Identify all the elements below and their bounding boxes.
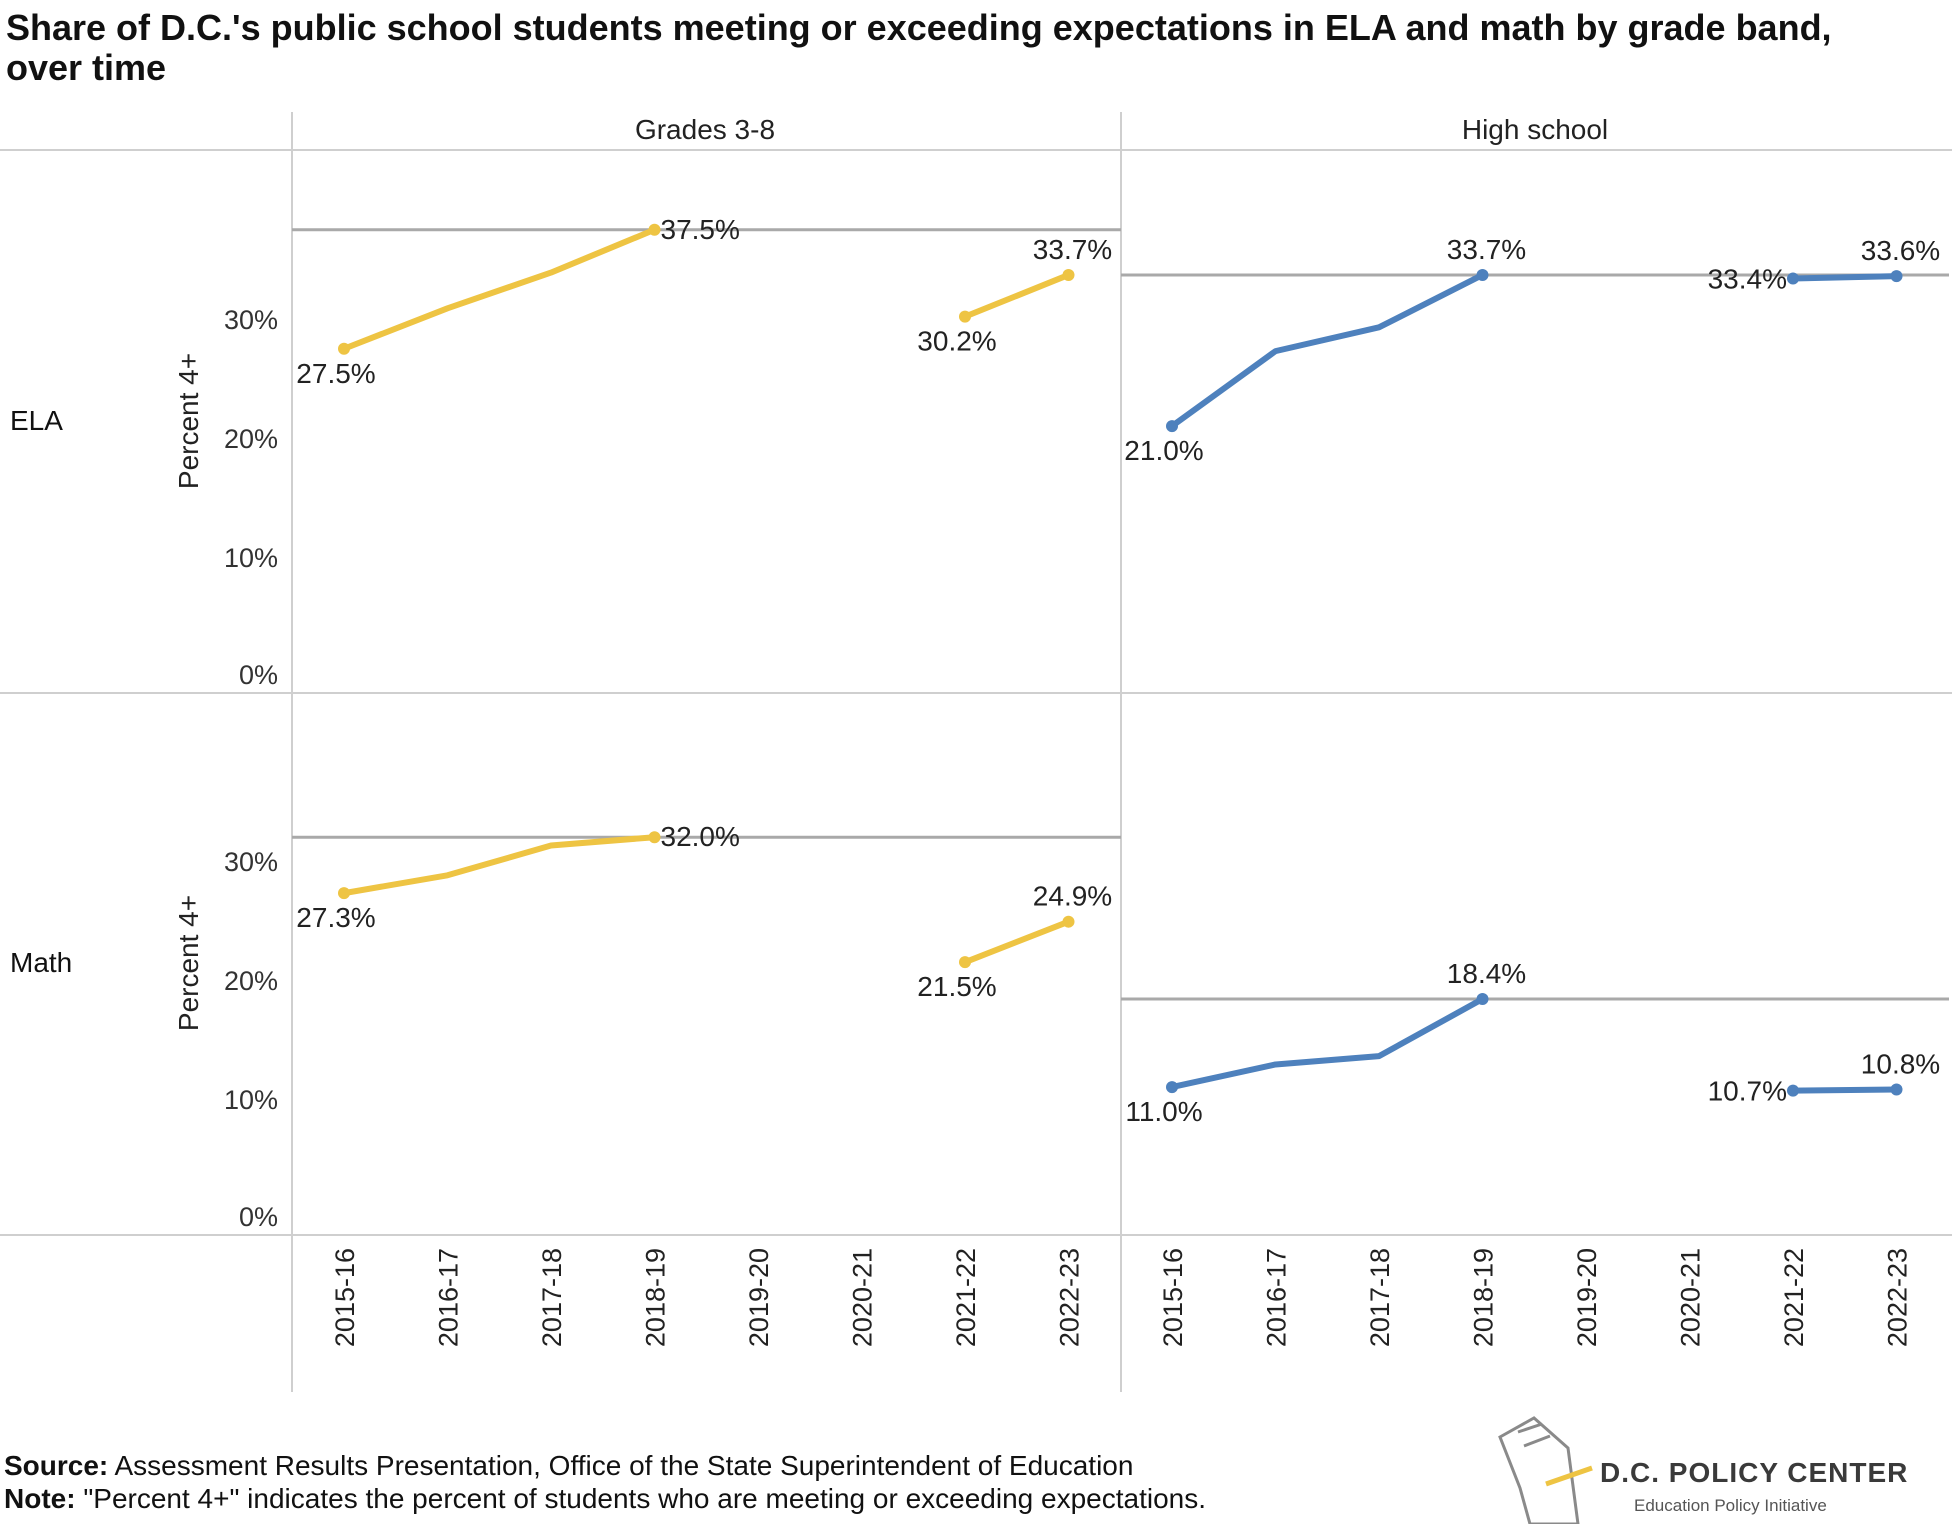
data-point: [1062, 268, 1075, 281]
y-axis-title-ela: Percent 4+: [173, 353, 204, 489]
y-tick-label: 30%: [224, 305, 278, 335]
y-tick-label: 20%: [224, 424, 278, 454]
chart-title-line2: over time: [6, 47, 166, 88]
series-line: [341, 834, 658, 897]
row-label-ela: ELA: [10, 405, 63, 436]
series-lines: [338, 223, 1903, 1097]
axis-ticks: 0% 10% 20% 30% 0% 10% 20% 30% 2015-16 2016-17 2017…: [224, 305, 1913, 1347]
x-tick-label: 2017-18: [1365, 1248, 1395, 1347]
x-tick-label: 2018-19: [641, 1248, 671, 1347]
chart-title-line1: Share of D.C.'s public school students m…: [6, 7, 1832, 48]
series-line: [1169, 271, 1486, 430]
data-point: [1476, 993, 1489, 1006]
x-tick-label: 2022-23: [1055, 1248, 1085, 1347]
data-label: 11.0%: [1125, 1096, 1202, 1127]
data-label: 33.7%: [1033, 234, 1112, 265]
y-tick-label: 0%: [239, 1202, 278, 1232]
data-point: [1787, 272, 1799, 285]
series-line: [962, 918, 1072, 966]
data-point: [648, 831, 661, 844]
data-point: [338, 342, 350, 355]
data-point: [1166, 420, 1178, 433]
source-text: Assessment Results Presentation, Office …: [108, 1450, 1133, 1481]
data-point: [959, 310, 971, 323]
data-point: [1787, 1084, 1799, 1097]
source-line: Source: Assessment Results Presentation,…: [4, 1450, 1133, 1481]
x-tick-label: 2016-17: [1262, 1248, 1292, 1347]
row-label-math: Math: [10, 947, 72, 978]
data-point: [1166, 1081, 1178, 1094]
data-label: 10.8%: [1861, 1048, 1940, 1079]
x-tick-label: 2016-17: [434, 1248, 464, 1347]
x-tick-label: 2021-22: [1779, 1248, 1809, 1347]
data-label: 33.7%: [1447, 234, 1526, 265]
column-header-grades-3-8: Grades 3-8: [635, 114, 775, 145]
data-point: [1062, 915, 1075, 928]
source-label: Source:: [4, 1450, 108, 1481]
data-label: 27.5%: [296, 358, 375, 389]
reference-lines: [292, 228, 1949, 1001]
data-label: 21.0%: [1124, 435, 1203, 466]
pencil-map-icon: [1498, 1416, 1593, 1524]
x-tick-label: 2021-22: [951, 1248, 981, 1347]
data-label: 21.5%: [917, 971, 996, 1002]
y-axis-title-math: Percent 4+: [173, 895, 204, 1031]
data-point: [1890, 270, 1903, 283]
column-header-high-school: High school: [1462, 114, 1608, 145]
y-tick-label: 0%: [239, 660, 278, 690]
series-line: [341, 226, 658, 352]
y-tick-label: 30%: [224, 847, 278, 877]
data-label: 37.5%: [661, 214, 740, 245]
note-text: "Percent 4+" indicates the percent of st…: [76, 1483, 1206, 1514]
data-label: 30.2%: [917, 326, 996, 357]
x-tick-label: 2015-16: [330, 1248, 360, 1347]
x-tick-label: 2022-23: [1883, 1248, 1913, 1347]
x-tick-label: 2020-21: [848, 1248, 878, 1347]
x-tick-label: 2020-21: [1676, 1248, 1706, 1347]
data-labels: 27.5% 37.5% 30.2% 33.7% 21.0% 33.7% 33.4% 33.6%…: [296, 214, 1940, 1127]
data-label: 32.0%: [661, 821, 740, 852]
data-point: [959, 956, 971, 969]
grid-lines: [0, 112, 1952, 1392]
series-line: [1790, 273, 1900, 282]
note-line: Note: "Percent 4+" indicates the percent…: [4, 1483, 1206, 1514]
series-line: [1790, 1086, 1900, 1094]
data-label: 33.4%: [1708, 264, 1787, 295]
data-label: 10.7%: [1708, 1076, 1787, 1107]
x-tick-label: 2019-20: [744, 1248, 774, 1347]
y-tick-label: 10%: [224, 543, 278, 573]
data-label: 33.6%: [1861, 235, 1940, 266]
y-tick-label: 10%: [224, 1085, 278, 1115]
dc-policy-center-logo: D.C. POLICY CENTER Education Policy Init…: [1498, 1416, 1908, 1524]
series-line: [1169, 996, 1486, 1091]
data-label: 18.4%: [1447, 958, 1526, 989]
x-tick-label: 2017-18: [537, 1248, 567, 1347]
logo-name: D.C. POLICY CENTER: [1600, 1457, 1908, 1488]
data-point: [1890, 1083, 1903, 1096]
data-point: [338, 887, 350, 900]
data-label: 27.3%: [296, 902, 375, 933]
logo-subtitle: Education Policy Initiative: [1634, 1496, 1827, 1515]
data-point: [648, 223, 661, 236]
data-label: 24.9%: [1033, 881, 1112, 912]
x-tick-label: 2015-16: [1158, 1248, 1188, 1347]
series-line: [962, 271, 1072, 320]
note-label: Note:: [4, 1483, 76, 1514]
x-tick-label: 2018-19: [1469, 1248, 1499, 1347]
data-point: [1476, 268, 1489, 281]
y-tick-label: 20%: [224, 966, 278, 996]
x-tick-label: 2019-20: [1572, 1248, 1602, 1347]
